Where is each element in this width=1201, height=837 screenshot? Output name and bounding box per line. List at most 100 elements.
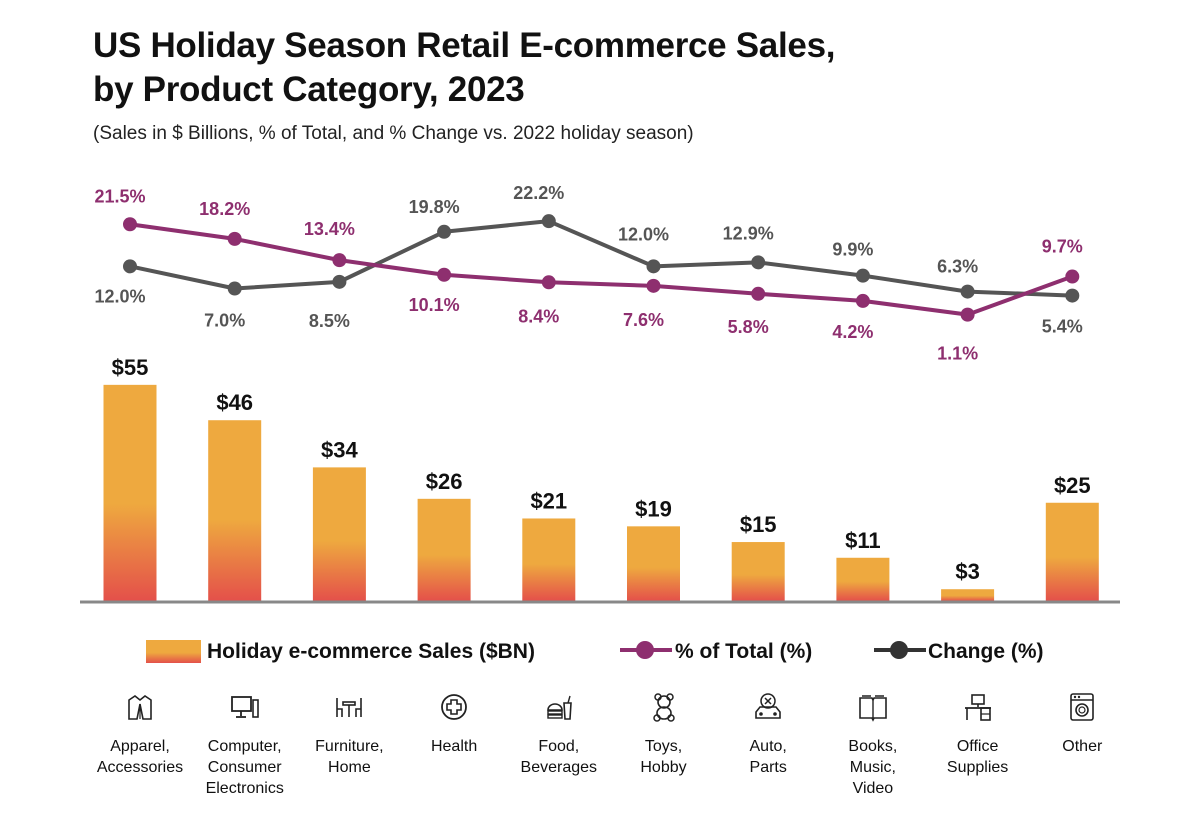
change-point-1 xyxy=(123,259,137,274)
bar-value-label-9: $3 xyxy=(955,559,979,584)
change-label-10: 5.4% xyxy=(1042,317,1083,337)
washing-machine-icon xyxy=(1070,693,1095,721)
share-point-1 xyxy=(123,217,137,232)
share-point-5 xyxy=(541,275,556,290)
category-10: Other xyxy=(1022,692,1142,757)
legend-label-sales: Holiday e-commerce Sales ($BN) xyxy=(207,640,535,663)
computer-icon xyxy=(230,696,259,718)
category-label: Office Supplies xyxy=(946,738,1009,776)
food-icon xyxy=(546,695,572,720)
bar-value-label-6: $19 xyxy=(635,496,672,521)
category-7: Auto, Parts xyxy=(708,692,828,778)
category-2: Computer, Consumer Electronics xyxy=(185,692,305,799)
share-point-8 xyxy=(855,293,870,308)
bar-value-label-8: $11 xyxy=(845,528,881,553)
category-label: Books, Music, Video xyxy=(848,738,898,797)
bar-1 xyxy=(103,384,157,601)
category-1: Apparel, Accessories xyxy=(80,692,200,778)
category-label: Other xyxy=(1062,738,1103,755)
category-6: Toys, Hobby xyxy=(604,692,724,778)
book-icon xyxy=(859,695,887,722)
bar-value-label-7: $15 xyxy=(740,512,777,537)
change-point-3 xyxy=(332,274,347,289)
change-point-5 xyxy=(541,214,556,229)
share-label-7: 5.8% xyxy=(728,317,769,337)
share-label-5: 8.4% xyxy=(518,306,559,326)
legend-label-share: % of Total (%) xyxy=(675,640,812,663)
change-point-2 xyxy=(227,281,242,296)
change-label-6: 12.0% xyxy=(618,224,669,244)
bar-4 xyxy=(417,498,471,601)
change-point-8 xyxy=(855,268,870,283)
legend-marker-change xyxy=(890,641,908,659)
change-label-3: 8.5% xyxy=(309,311,350,331)
share-label-3: 13.4% xyxy=(304,219,355,239)
change-label-2: 7.0% xyxy=(204,310,245,330)
category-8: Books, Music, Video xyxy=(813,692,933,799)
legend: Holiday e-commerce Sales ($BN) % of Tota… xyxy=(146,640,1044,663)
category-3: Furniture, Home xyxy=(289,692,409,778)
bar-value-label-3: $34 xyxy=(321,437,358,462)
bar-value-label-4: $26 xyxy=(426,469,463,494)
legend-swatch-sales xyxy=(146,640,201,663)
share-label-8: 4.2% xyxy=(832,322,873,342)
bar-8 xyxy=(836,557,890,601)
bar-value-label-10: $25 xyxy=(1054,473,1091,498)
change-label-5: 22.2% xyxy=(513,183,564,203)
share-point-7 xyxy=(751,286,766,301)
share-label-6: 7.6% xyxy=(623,310,664,330)
share-point-3 xyxy=(332,253,347,268)
legend-label-change: Change (%) xyxy=(928,640,1044,663)
category-label: Auto, Parts xyxy=(749,738,787,776)
bar-5 xyxy=(522,518,576,601)
change-point-10 xyxy=(1065,288,1080,303)
bar-7 xyxy=(731,542,785,601)
category-label: Food, Beverages xyxy=(520,738,598,776)
change-point-9 xyxy=(960,284,975,299)
share-label-9: 1.1% xyxy=(937,344,978,364)
share-point-6 xyxy=(646,278,661,293)
change-line xyxy=(129,219,1073,298)
bar-series: $55 $46 $34 $26 $21 $19 $15 $11 $3 $25 xyxy=(103,355,1099,601)
change-label-4: 19.8% xyxy=(409,197,460,217)
share-label-10: 9.7% xyxy=(1042,237,1083,257)
legend-marker-share xyxy=(636,641,654,659)
change-label-8: 9.9% xyxy=(832,240,873,260)
line-series: 12.0% 7.0% 8.5% 19.8% 22.2% 12.0% 12.9% 9.9% 6.3… xyxy=(94,183,1082,363)
share-label-2: 18.2% xyxy=(199,199,250,219)
bar-3 xyxy=(312,467,366,601)
category-4: Health xyxy=(394,692,514,757)
title-line-1: US Holiday Season Retail E-commerce Sale… xyxy=(93,26,836,65)
change-label-9: 6.3% xyxy=(937,257,978,277)
jacket-icon xyxy=(128,695,152,720)
car-icon xyxy=(755,693,781,719)
share-point-4 xyxy=(437,267,452,282)
change-point-4 xyxy=(437,224,452,239)
category-label: Apparel, Accessories xyxy=(96,738,184,776)
bar-9 xyxy=(941,589,995,601)
change-label-7: 12.9% xyxy=(723,223,774,243)
change-point-6 xyxy=(646,259,661,274)
share-line xyxy=(129,222,1073,317)
category-label: Furniture, Home xyxy=(315,738,384,776)
bar-value-label-5: $21 xyxy=(530,488,567,513)
share-point-2 xyxy=(227,231,242,246)
change-point-7 xyxy=(751,255,766,270)
teddy-bear-icon xyxy=(652,693,675,722)
category-label: Health xyxy=(430,738,478,755)
desk-icon xyxy=(964,694,991,721)
chart-subtitle: (Sales in $ Billions, % of Total, and % … xyxy=(93,123,694,144)
bar-10 xyxy=(1045,502,1099,601)
furniture-icon xyxy=(336,698,363,717)
category-label: Toys, Hobby xyxy=(640,738,687,776)
category-9: Office Supplies xyxy=(918,692,1038,778)
title-line-2: by Product Category, 2023 xyxy=(93,70,525,109)
health-cross-icon xyxy=(441,694,467,720)
bar-value-label-1: $55 xyxy=(112,355,149,380)
share-label-4: 10.1% xyxy=(409,295,460,315)
share-point-9 xyxy=(960,307,975,322)
category-label: Computer, Consumer Electronics xyxy=(205,738,284,797)
category-5: Food, Beverages xyxy=(499,692,619,778)
change-label-1: 12.0% xyxy=(94,286,145,306)
